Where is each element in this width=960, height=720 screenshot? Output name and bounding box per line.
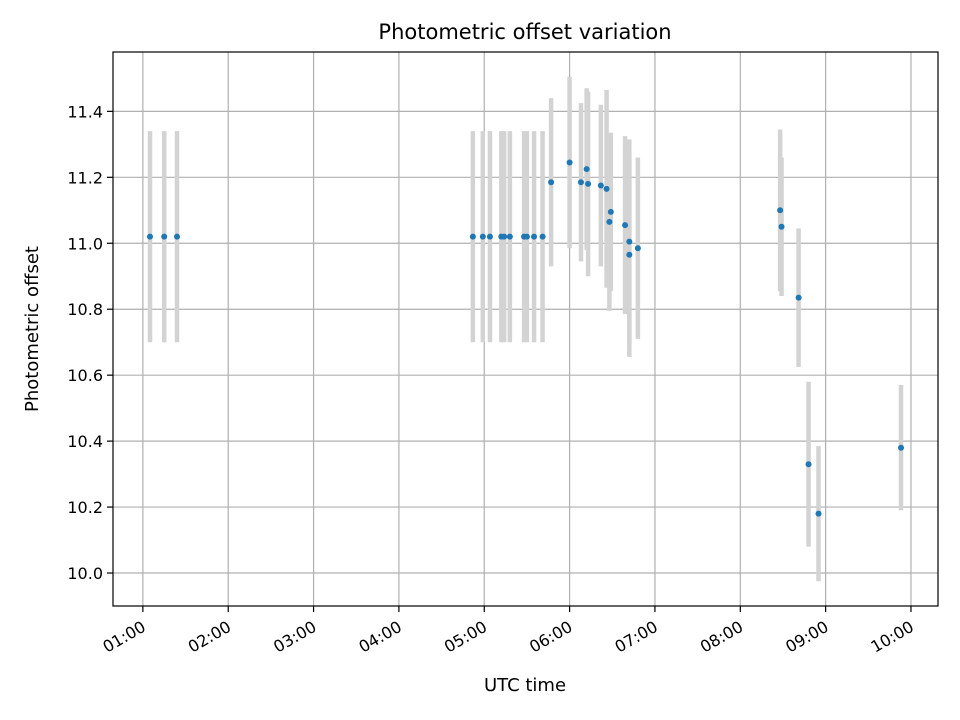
data-point: [548, 179, 555, 186]
data-point: [501, 233, 508, 240]
data-point: [566, 159, 573, 166]
data-point: [174, 233, 181, 240]
data-point: [583, 166, 590, 173]
data-point: [898, 444, 905, 451]
data-point: [577, 179, 584, 186]
data-point: [777, 207, 784, 214]
y-tick-label: 11.4: [67, 102, 103, 121]
data-point: [603, 185, 610, 192]
chart-title: Photometric offset variation: [378, 20, 671, 44]
data-point: [606, 218, 613, 225]
data-point: [479, 233, 486, 240]
data-point: [795, 294, 802, 301]
data-point: [597, 182, 604, 189]
y-axis-ticks: 10.0 10.2 10.4 10.6 10.8 11.0 11.2 11.4: [67, 102, 113, 583]
data-point: [469, 233, 476, 240]
y-axis-label: Photometric offset: [22, 246, 43, 412]
data-point: [805, 461, 812, 468]
data-points: [146, 159, 905, 517]
data-point: [146, 233, 153, 240]
plot-area-frame: [112, 51, 939, 607]
y-tick-label: 10.4: [67, 432, 103, 451]
data-point: [539, 233, 546, 240]
data-point: [778, 223, 785, 230]
data-point: [585, 180, 592, 187]
data-point: [634, 245, 641, 252]
data-point: [161, 233, 168, 240]
data-point: [506, 233, 513, 240]
y-tick-label: 11.2: [67, 168, 103, 187]
y-tick-label: 10.0: [67, 564, 103, 583]
y-tick-label: 10.8: [67, 300, 103, 319]
data-point: [626, 238, 633, 245]
y-tick-label: 10.6: [67, 366, 103, 385]
data-point: [531, 233, 538, 240]
data-point: [607, 208, 614, 215]
y-tick-label: 10.2: [67, 498, 103, 517]
data-point: [815, 510, 822, 517]
data-point: [626, 251, 633, 258]
data-point: [622, 222, 629, 229]
data-point: [523, 233, 530, 240]
x-axis-label: UTC time: [484, 675, 566, 696]
data-point: [486, 233, 493, 240]
y-tick-label: 11.0: [67, 234, 103, 253]
